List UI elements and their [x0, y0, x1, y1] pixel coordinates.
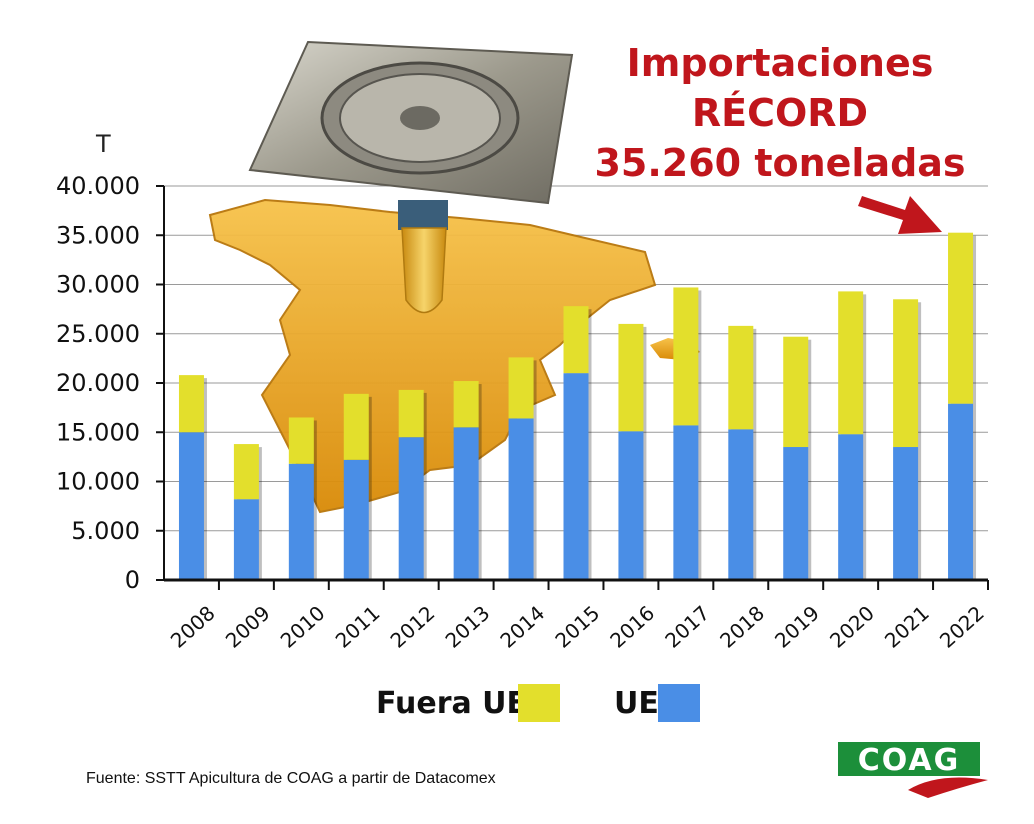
bar-non-eu-2012: [398, 389, 424, 438]
bar-non-eu-2021: [893, 299, 919, 448]
bar-eu-2022: [948, 403, 974, 580]
pointer-arrow-icon: [858, 196, 942, 234]
bar-eu-2018: [728, 429, 754, 580]
x-tick-label: 2020: [825, 601, 879, 653]
logo-text: COAG: [858, 743, 961, 778]
bar-eu-2017: [673, 425, 699, 580]
x-tick-label: 2011: [331, 601, 385, 653]
bar-eu-2015: [563, 373, 589, 580]
bar-eu-2009: [233, 499, 259, 580]
bar-eu-2019: [783, 447, 809, 580]
x-tick-label: 2021: [880, 601, 934, 653]
legend-swatch-eu: [658, 684, 700, 722]
y-tick-label: 35.000: [56, 221, 140, 249]
x-tick-label: 2014: [495, 601, 549, 653]
y-axis-unit-label: T: [96, 130, 111, 158]
bars: [178, 232, 977, 580]
bar-eu-2020: [838, 434, 864, 580]
drain-grate-icon: [248, 40, 574, 314]
bar-non-eu-2008: [178, 375, 204, 433]
x-tick-label: 2009: [221, 601, 275, 653]
bar-eu-2012: [398, 437, 424, 580]
x-tick-label: 2010: [276, 601, 330, 653]
bar-non-eu-2017: [673, 287, 699, 426]
x-tick-label: 2019: [770, 601, 824, 653]
bar-eu-2010: [288, 463, 314, 580]
x-tick-label: 2022: [935, 601, 989, 653]
y-tick-label: 0: [125, 566, 140, 594]
coag-logo: COAG: [838, 742, 988, 798]
x-tick-label: 2018: [715, 601, 769, 653]
x-tick-label: 2016: [605, 601, 659, 653]
bar-eu-2013: [453, 427, 479, 580]
y-tick-label: 30.000: [56, 271, 140, 299]
legend-label-non-eu: Fuera UE: [376, 686, 528, 721]
bar-eu-2016: [618, 431, 644, 580]
x-tick-label: 2015: [550, 601, 604, 653]
y-tick-label: 20.000: [56, 369, 140, 397]
x-tick-label: 2017: [660, 601, 714, 653]
y-tick-label: 15.000: [56, 418, 140, 446]
bar-non-eu-2015: [563, 306, 589, 374]
bar-eu-2014: [508, 418, 534, 580]
bar-eu-2008: [178, 432, 204, 580]
bar-eu-2011: [343, 459, 369, 580]
y-tick-label: 25.000: [56, 320, 140, 348]
y-tick-label: 40.000: [56, 172, 140, 200]
legend-label-eu: UE: [614, 686, 659, 721]
bar-non-eu-2019: [783, 336, 809, 448]
x-tick-label: 2012: [386, 601, 440, 653]
y-tick-label: 10.000: [56, 468, 140, 496]
bar-eu-2021: [893, 447, 919, 580]
bar-non-eu-2010: [288, 417, 314, 464]
bar-non-eu-2022: [948, 232, 974, 404]
bar-non-eu-2020: [838, 291, 864, 435]
axes: 0 5.000 10.000 15.000 20.000 25.000 30.000 35.0…: [56, 172, 989, 653]
headline-line-3: 35.260 toneladas: [594, 141, 966, 185]
source-note: Fuente: SSTT Apicultura de COAG a partir…: [86, 770, 496, 787]
x-tick-label: 2013: [441, 601, 495, 653]
bar-non-eu-2009: [233, 444, 259, 500]
spain-map-icon: [208, 198, 657, 514]
headline-line-1: Importaciones: [626, 41, 934, 85]
bar-non-eu-2016: [618, 323, 644, 432]
bar-non-eu-2013: [453, 381, 479, 428]
y-tick-label: 5.000: [71, 517, 140, 545]
x-tick-label: 2008: [166, 601, 220, 653]
legend-swatch-non-eu: [518, 684, 560, 722]
bar-non-eu-2011: [343, 393, 369, 460]
bar-non-eu-2018: [728, 325, 754, 430]
bar-non-eu-2014: [508, 357, 534, 419]
headline-line-2: RÉCORD: [691, 91, 869, 135]
